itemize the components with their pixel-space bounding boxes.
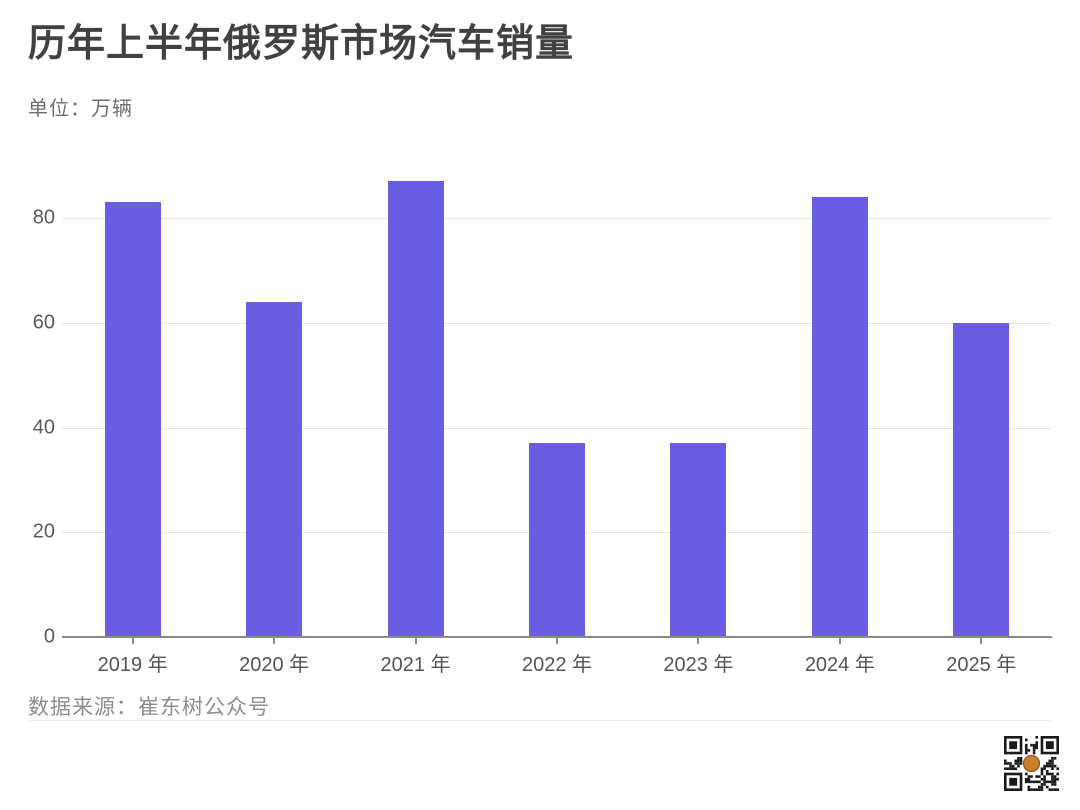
x-tick-label: 2024 年 bbox=[804, 654, 875, 676]
x-tick-label: 2021 年 bbox=[380, 654, 451, 676]
gridline-60 bbox=[62, 322, 1052, 324]
x-axis-tick bbox=[697, 638, 700, 644]
gridline-40 bbox=[62, 427, 1052, 429]
y-tick-label: 20 bbox=[32, 520, 55, 543]
x-axis-tick bbox=[131, 638, 134, 644]
y-tick-label: 60 bbox=[32, 311, 55, 334]
x-axis-tick bbox=[980, 638, 983, 644]
x-tick-label: 2025 年 bbox=[946, 654, 1017, 676]
chart-title: 历年上半年俄罗斯市场汽车销量 bbox=[28, 23, 575, 65]
x-axis-tick bbox=[273, 638, 276, 644]
bar-2020年 bbox=[246, 301, 303, 637]
bar-2025年 bbox=[953, 322, 1010, 637]
bar-2024年 bbox=[811, 197, 868, 637]
y-tick-label: 40 bbox=[32, 416, 55, 438]
bar-2019年 bbox=[104, 202, 161, 637]
qr-code-icon bbox=[1004, 736, 1059, 791]
y-tick-label: 80 bbox=[32, 206, 55, 229]
unit-label: 单位：万辆 bbox=[28, 98, 133, 120]
bar-2022年 bbox=[529, 443, 585, 637]
x-axis-line bbox=[62, 636, 1052, 638]
x-tick-label: 2020 年 bbox=[239, 654, 310, 676]
bar-2023年 bbox=[670, 443, 727, 637]
x-tick-label: 2022 年 bbox=[521, 654, 593, 676]
bar-2021年 bbox=[387, 181, 444, 637]
y-tick-label: 0 bbox=[43, 625, 55, 648]
x-tick-label: 2019 年 bbox=[97, 654, 168, 676]
x-axis-tick bbox=[838, 638, 841, 644]
data-source-label: 数据来源：崔东树公众号 bbox=[28, 696, 270, 719]
x-axis-tick bbox=[556, 638, 558, 644]
gridline-80 bbox=[62, 218, 1052, 219]
x-axis-tick bbox=[414, 638, 417, 644]
footer-divider bbox=[28, 720, 1052, 721]
x-tick-label: 2023 年 bbox=[663, 654, 734, 676]
